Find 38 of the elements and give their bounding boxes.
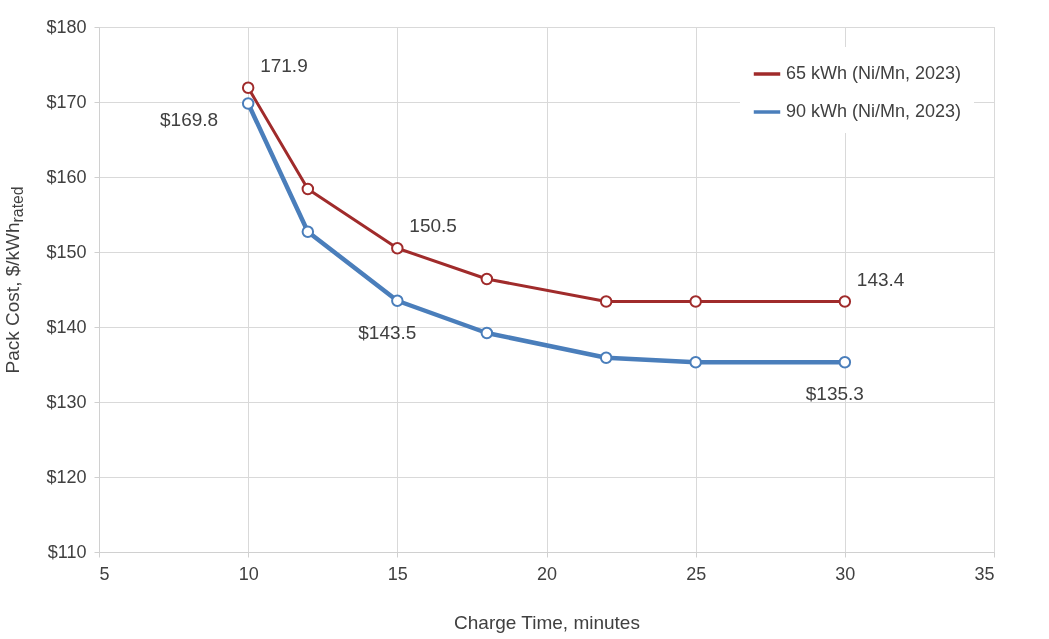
x-tick-label: 10 bbox=[238, 563, 259, 584]
y-tick-label: $130 bbox=[46, 391, 87, 412]
point bbox=[241, 97, 255, 110]
point bbox=[391, 242, 404, 255]
x-tick-label: 15 bbox=[387, 563, 408, 584]
data-label: $143.5 bbox=[358, 321, 417, 343]
y-tick-label: $150 bbox=[46, 241, 87, 262]
x-tick-label: 35 bbox=[974, 563, 995, 584]
y-tick-label: $140 bbox=[46, 316, 87, 337]
point bbox=[391, 294, 404, 307]
point bbox=[838, 295, 852, 308]
point bbox=[689, 356, 702, 369]
y-tick-label: $120 bbox=[46, 466, 87, 487]
x-tick-label: 20 bbox=[536, 563, 558, 584]
data-label: 150.5 bbox=[409, 215, 457, 237]
legend-label: 90 kWh (Ni/Mn, 2023) bbox=[786, 101, 962, 121]
data-label: 171.9 bbox=[260, 54, 308, 76]
y-tick-label: $180 bbox=[46, 16, 87, 37]
point bbox=[599, 351, 613, 364]
y-tick-label: $160 bbox=[46, 166, 87, 187]
y-tick-label: $110 bbox=[47, 541, 87, 562]
point bbox=[301, 182, 315, 196]
point bbox=[689, 295, 702, 308]
data-label: $169.8 bbox=[160, 108, 219, 130]
x-tick-label: 5 bbox=[99, 563, 110, 584]
point bbox=[599, 295, 613, 308]
x-axis-title: Charge Time, minutes bbox=[454, 611, 640, 633]
point bbox=[480, 326, 494, 340]
data-label: 143.4 bbox=[856, 268, 905, 290]
point bbox=[838, 356, 852, 369]
point bbox=[241, 81, 255, 94]
x-tick-label: 30 bbox=[835, 563, 856, 584]
point bbox=[480, 272, 494, 286]
legend-label: 65 kWh (Ni/Mn, 2023) bbox=[786, 63, 962, 83]
point bbox=[301, 225, 315, 238]
y-tick-label: $170 bbox=[46, 91, 87, 112]
x-tick-label: 25 bbox=[686, 563, 707, 584]
data-label: $135.3 bbox=[805, 383, 864, 405]
